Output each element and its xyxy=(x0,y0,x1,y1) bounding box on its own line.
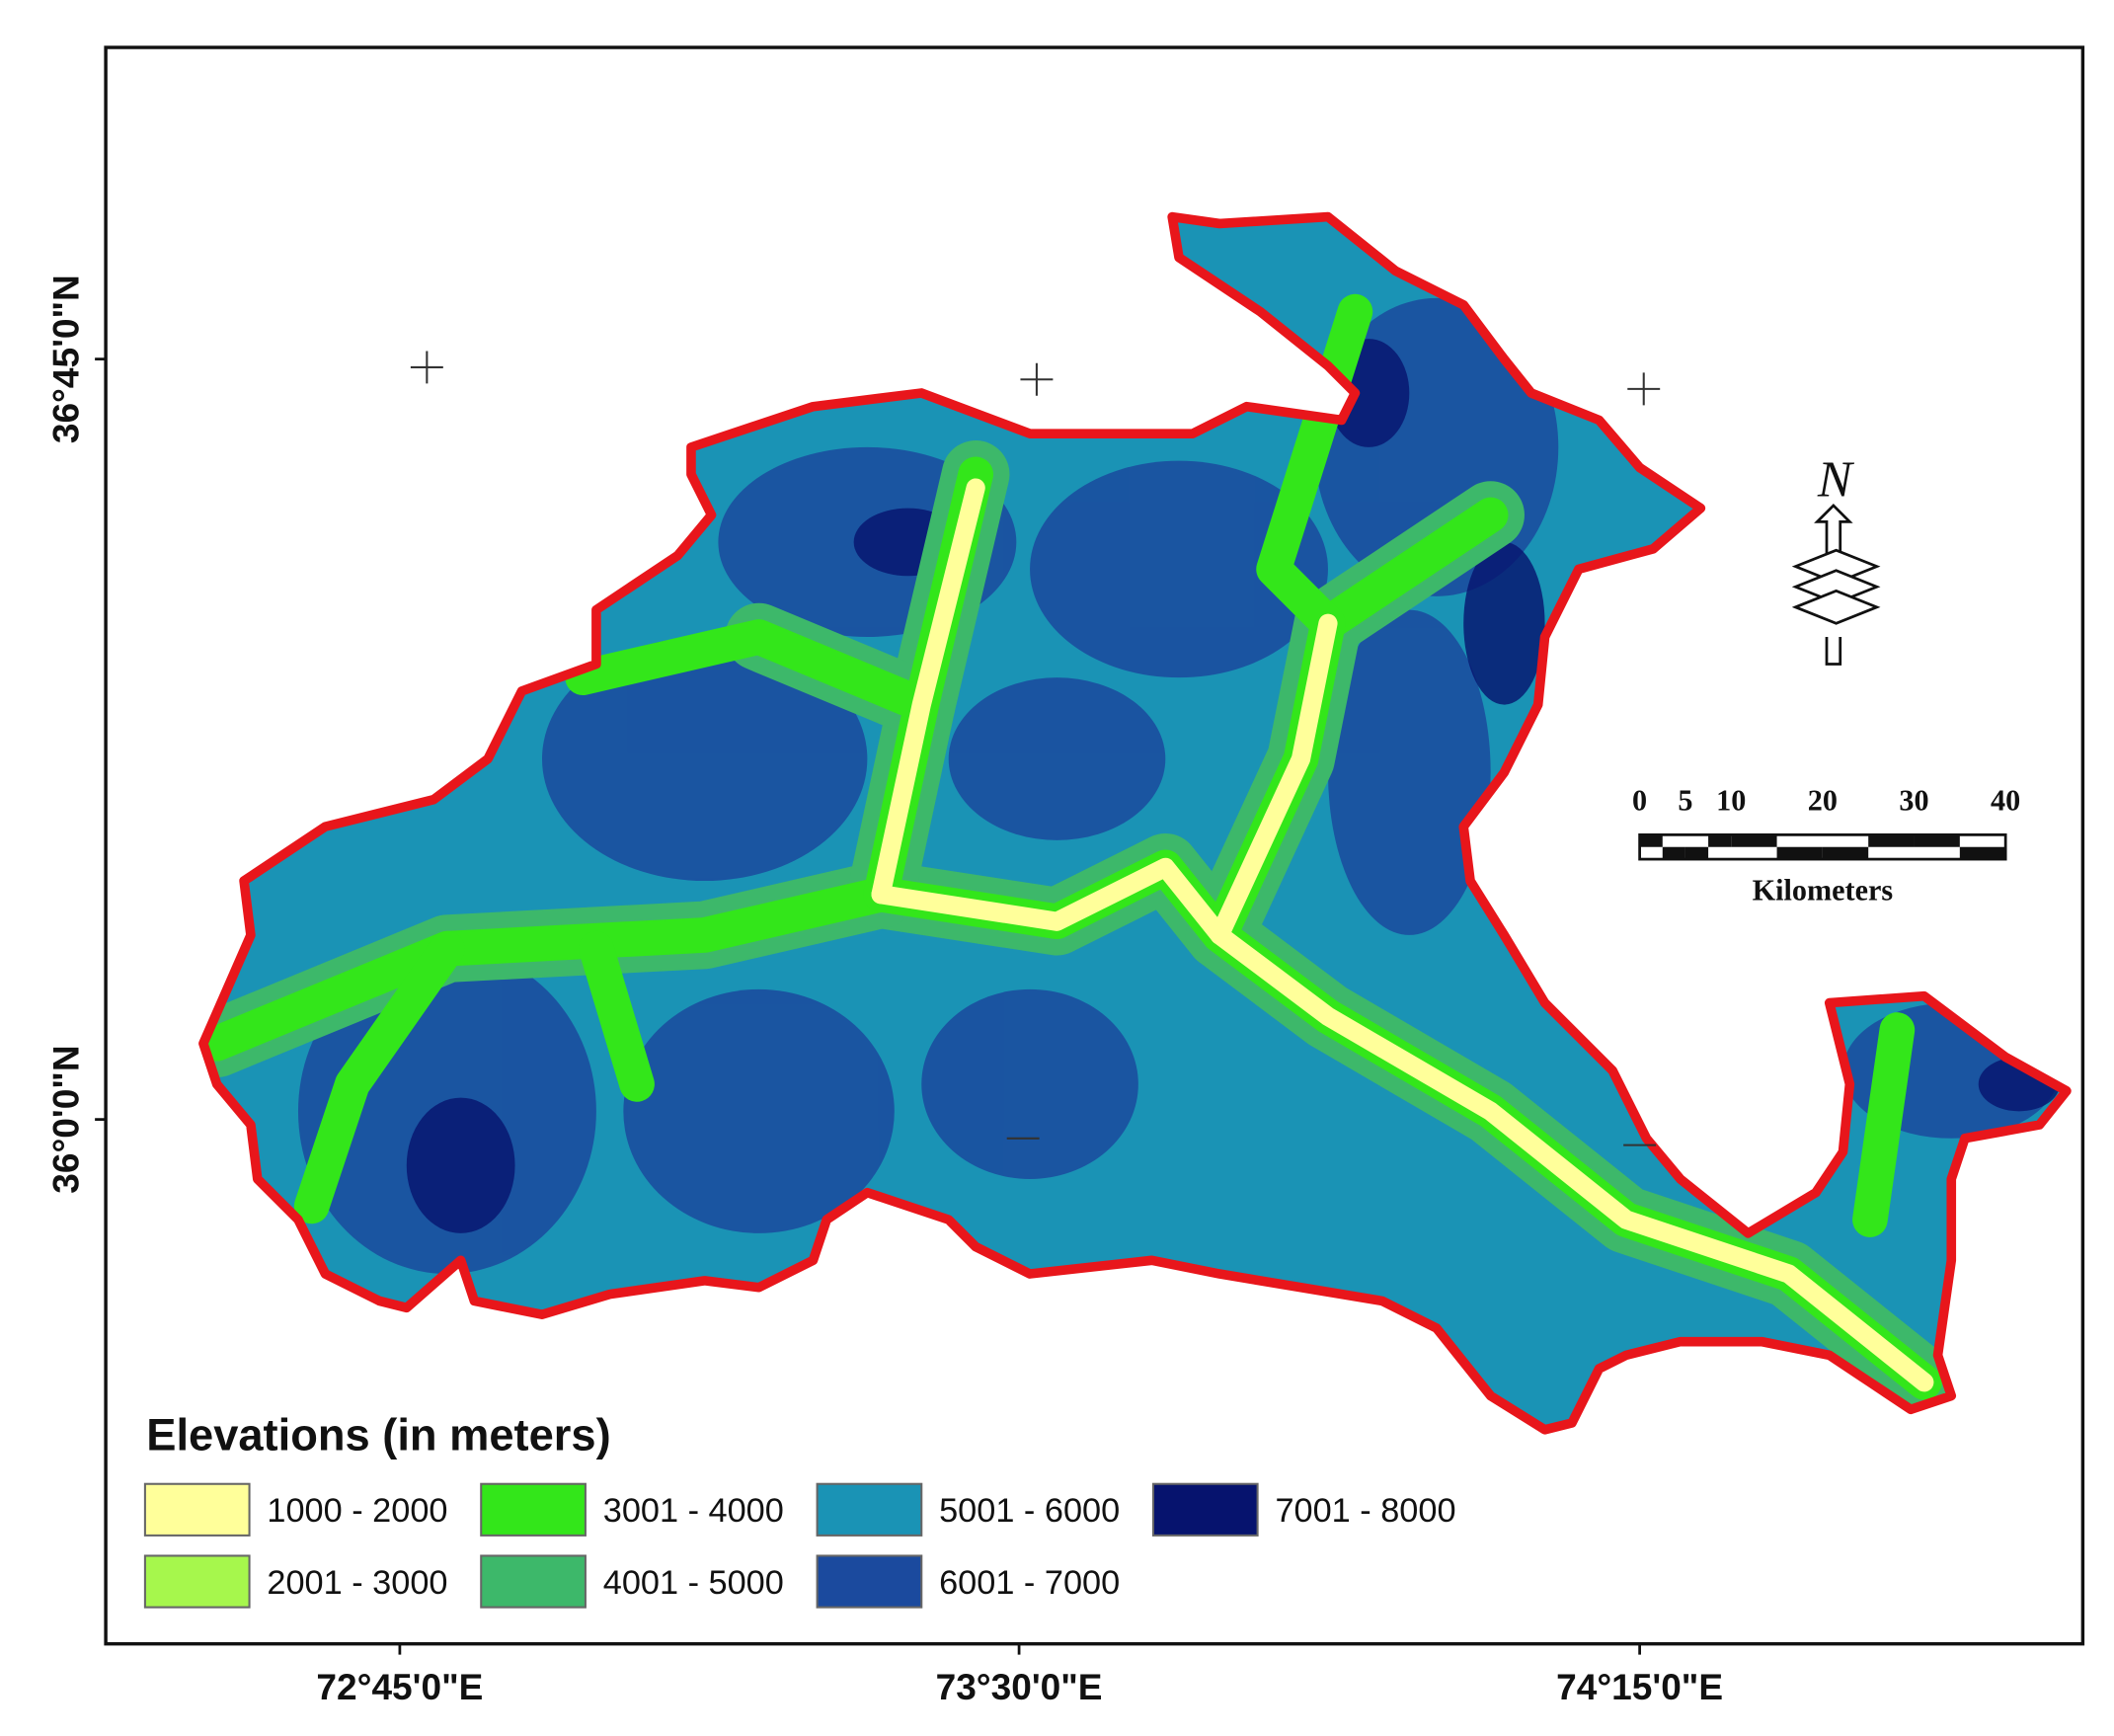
grid-crosses xyxy=(410,351,1661,1146)
scale-bar: 0 5 10 20 30 40 xyxy=(1632,784,2020,861)
scale-segment xyxy=(1731,834,1777,847)
scale-unit: Kilometers xyxy=(1753,873,1894,907)
legend-label: 1000 - 2000 xyxy=(267,1492,447,1530)
legend: 1000 - 2000 2001 - 3000 3001 - 4000 4001 - … xyxy=(143,1482,1456,1609)
legend-swatch xyxy=(480,1554,587,1609)
legend-swatch xyxy=(480,1482,587,1537)
scale-tick-label: 30 xyxy=(1899,784,1928,818)
legend-label: 7001 - 8000 xyxy=(1275,1492,1455,1530)
legend-swatch xyxy=(143,1482,251,1537)
scale-tick-label: 40 xyxy=(1991,784,2020,818)
scale-tick-label: 20 xyxy=(1808,784,1838,818)
legend-label: 3001 - 4000 xyxy=(603,1492,784,1530)
legend-label: 4001 - 5000 xyxy=(603,1564,784,1602)
scale-tick-label: 0 xyxy=(1632,784,1647,818)
legend-swatch xyxy=(1151,1482,1259,1537)
legend-title: Elevations (in meters) xyxy=(146,1409,610,1460)
scale-tick-label: 5 xyxy=(1678,784,1692,818)
scale-segment xyxy=(1639,834,1663,847)
scale-segment xyxy=(1684,846,1709,860)
y-label: 36°0'0"N xyxy=(45,1045,87,1193)
legend-swatch xyxy=(143,1554,251,1609)
legend-label: 2001 - 3000 xyxy=(267,1564,447,1602)
scale-segment xyxy=(1662,846,1685,860)
scale-segment xyxy=(1708,834,1732,847)
scale-segment xyxy=(1914,834,1960,847)
x-label: 72°45'0"E xyxy=(316,1666,483,1707)
legend-swatch xyxy=(816,1554,923,1609)
north-arrow xyxy=(1791,503,1881,666)
north-label: N xyxy=(1817,451,1855,508)
scale-segment xyxy=(1822,846,1869,860)
legend-label: 5001 - 6000 xyxy=(939,1492,1120,1530)
x-label: 74°15'0"E xyxy=(1556,1666,1723,1707)
scale-segment xyxy=(1868,834,1915,847)
y-label: 36°45'0"N xyxy=(45,275,87,443)
x-label: 73°30'0"E xyxy=(936,1666,1103,1707)
scale-tick-label: 10 xyxy=(1716,784,1746,818)
scale-segment xyxy=(1959,846,2006,860)
scale-segment xyxy=(1776,846,1823,860)
legend-swatch xyxy=(816,1482,923,1537)
frame-ticks xyxy=(95,357,1641,1655)
legend-label: 6001 - 7000 xyxy=(939,1564,1120,1602)
